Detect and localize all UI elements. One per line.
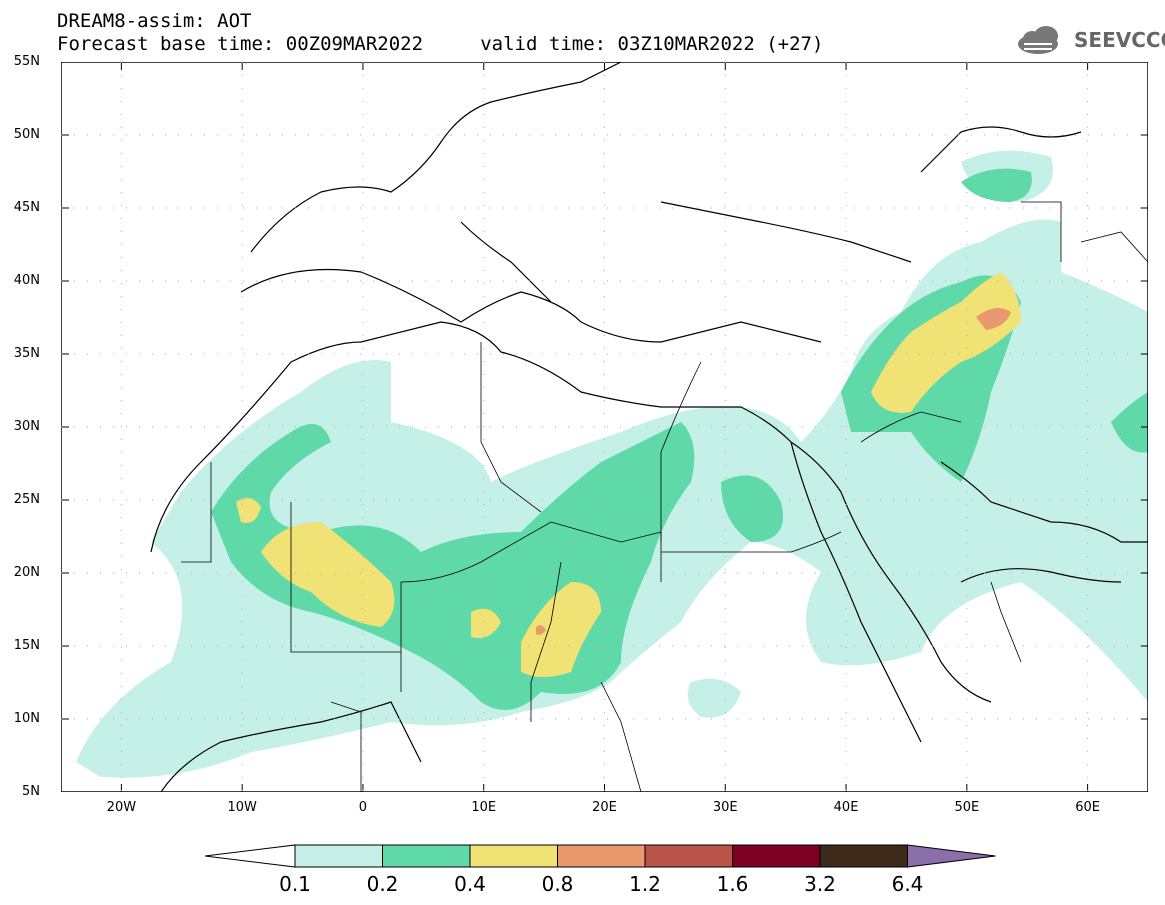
lon-tick-label: 20E — [592, 800, 617, 815]
lon-tick-label: 0 — [358, 800, 368, 815]
lon-tick-label: 60E — [1075, 800, 1100, 815]
lat-tick-label: 50N — [13, 127, 40, 142]
colorbar-box — [294, 844, 383, 868]
lon-tick-label: 30E — [712, 800, 738, 815]
lon-tick-label: 20W — [106, 800, 137, 815]
colorbar — [205, 844, 996, 868]
colorbar-label: 0.4 — [454, 872, 486, 896]
lat-tick-label: 15N — [13, 638, 40, 653]
lat-tick-label: 25N — [13, 492, 40, 507]
chart-subtitle: Forecast base time: 00Z09MAR2022 valid t… — [57, 33, 824, 55]
lat-tick-label: 10N — [13, 711, 40, 726]
colorbar-label: 0.1 — [279, 872, 311, 896]
aot-level-0.8 — [536, 308, 1011, 635]
colorbar-label: 1.2 — [629, 872, 661, 896]
lat-tick-label: 55N — [13, 54, 40, 69]
colorbar-over-triangle — [907, 844, 996, 868]
brand-logo-text: SEEVCCC — [1074, 28, 1165, 52]
chart-title: DREAM8-assim: AOT — [57, 10, 252, 32]
colorbar-box — [732, 844, 821, 868]
colorbar-label: 0.8 — [541, 872, 574, 896]
colorbar-label: 6.4 — [891, 872, 924, 896]
lat-tick-label: 40N — [13, 273, 40, 288]
cloud-icon — [1018, 26, 1058, 54]
lon-tick-label: 10W — [227, 800, 257, 815]
lon-tick-label: 40E — [833, 800, 859, 815]
colorbar-label: 0.2 — [366, 872, 399, 896]
lat-tick-label: 35N — [13, 346, 40, 361]
country-borders — [181, 201, 1148, 792]
lat-tick-label: 5N — [22, 784, 40, 799]
colorbar-box — [819, 844, 908, 868]
colorbar-box — [557, 844, 646, 868]
colorbar-label: 1.6 — [716, 872, 749, 896]
colorbar-box — [382, 844, 471, 868]
lat-tick-label: 30N — [13, 419, 40, 434]
aot-map — [61, 62, 1148, 792]
lat-tick-label: 20N — [13, 565, 40, 580]
colorbar-box — [644, 844, 733, 868]
coastlines — [150, 62, 1148, 792]
lon-tick-label: 50E — [954, 800, 980, 815]
colorbar-under-triangle — [205, 844, 296, 868]
aot-level-0.4 — [236, 272, 1021, 677]
colorbar-box — [469, 844, 558, 868]
lon-tick-label: 10E — [471, 800, 497, 815]
lat-tick-label: 45N — [13, 200, 40, 215]
colorbar-label: 3.2 — [804, 872, 836, 896]
